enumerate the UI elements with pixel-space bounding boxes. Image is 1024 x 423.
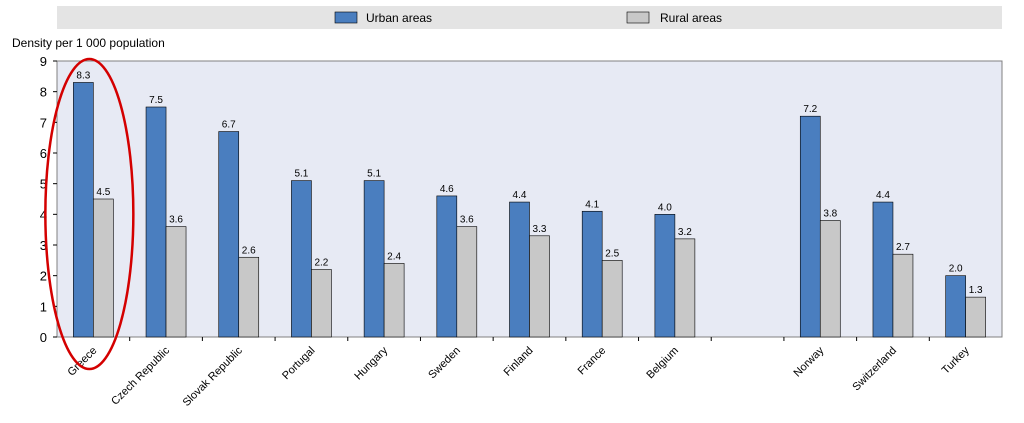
y-axis-label: Density per 1 000 population (12, 36, 165, 50)
data-label-urban: 4.4 (513, 190, 527, 201)
y-tick-label: 6 (40, 146, 47, 161)
y-tick-label: 7 (40, 115, 47, 130)
bar-rural (819, 220, 841, 338)
category-label: Slovak Republic (181, 344, 246, 409)
bar-urban (73, 82, 94, 338)
data-label-urban: 4.4 (876, 190, 890, 201)
bar-rural (892, 253, 914, 338)
data-label-rural: 3.8 (823, 208, 837, 219)
legend-label-rural: Rural areas (660, 11, 722, 25)
y-tick-label: 3 (40, 238, 47, 253)
bar-rural (674, 238, 696, 338)
bar-rural (601, 260, 623, 338)
bar-urban (872, 201, 894, 338)
bar-rural (383, 263, 405, 338)
bar-rural (93, 198, 114, 338)
y-tick-label: 8 (40, 85, 47, 100)
bar-urban (436, 195, 458, 338)
data-label-rural: 3.2 (678, 227, 692, 238)
category-label: Belgium (644, 345, 681, 382)
legend-swatch-urban (334, 11, 358, 24)
data-label-urban: 5.1 (367, 169, 381, 180)
category-label: Switzerland (850, 345, 899, 394)
data-label-rural: 3.6 (169, 215, 183, 226)
highlight-ellipse (44, 57, 135, 371)
data-label-rural: 4.5 (96, 187, 110, 198)
legend-label-urban: Urban areas (366, 11, 432, 25)
bar-rural (238, 256, 260, 338)
data-label-rural: 3.3 (533, 224, 547, 235)
data-label-urban: 4.0 (658, 202, 672, 213)
bar-urban (654, 214, 676, 338)
y-tick-label: 9 (40, 54, 47, 69)
category-label: France (576, 345, 609, 378)
bar-rural (965, 296, 986, 338)
y-tick-label: 2 (40, 269, 47, 284)
category-label: Greece (65, 345, 99, 379)
data-label-rural: 2.2 (314, 258, 328, 269)
bar-urban (581, 210, 603, 338)
data-label-urban: 5.1 (294, 169, 308, 180)
bar-rural (165, 226, 187, 338)
bar-urban (509, 201, 530, 338)
category-label: Hungary (352, 344, 390, 382)
data-label-rural: 2.6 (242, 245, 256, 256)
y-tick-label: 1 (40, 299, 47, 314)
data-label-urban: 6.7 (222, 120, 236, 131)
data-label-urban: 7.2 (803, 104, 817, 115)
bar-urban (363, 180, 385, 338)
data-label-urban: 8.3 (76, 70, 90, 81)
legend-swatch-rural (626, 11, 650, 24)
bar-rural (311, 269, 332, 338)
y-tick-label: 0 (40, 330, 47, 345)
data-label-urban: 4.6 (440, 184, 454, 195)
bar-rural (456, 226, 478, 338)
category-label: Portugal (280, 345, 317, 382)
data-label-urban: 4.1 (585, 199, 599, 210)
bar-urban (945, 275, 966, 338)
data-label-urban: 7.5 (149, 95, 163, 106)
y-tick-label: 5 (40, 177, 47, 192)
bar-urban (145, 106, 167, 338)
data-label-rural: 3.6 (460, 215, 474, 226)
data-label-rural: 2.7 (896, 242, 910, 253)
category-label: Sweden (426, 345, 463, 382)
y-tick-label: 4 (40, 207, 47, 222)
category-label: Finland (502, 345, 536, 379)
category-label: Norway (792, 344, 827, 379)
bar-urban (218, 131, 240, 338)
bar-rural (529, 235, 550, 338)
data-label-rural: 2.5 (605, 248, 619, 259)
legend-background (57, 6, 1002, 29)
bar-urban (799, 115, 821, 338)
data-label-rural: 2.4 (387, 251, 401, 262)
category-label: Turkey (940, 344, 972, 376)
data-label-urban: 2.0 (949, 264, 963, 275)
bar-urban (291, 180, 312, 338)
data-label-rural: 1.3 (969, 285, 983, 296)
category-label: Czech Republic (109, 344, 172, 407)
